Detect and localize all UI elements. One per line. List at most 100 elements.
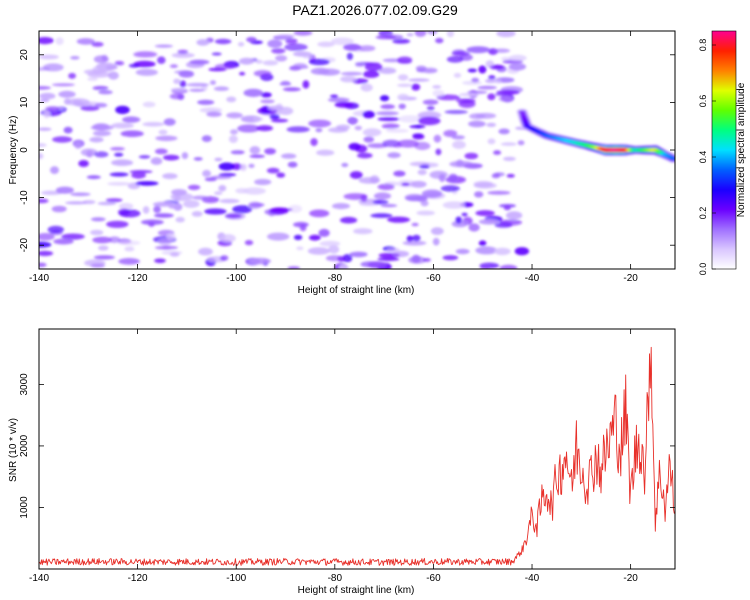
noise-blob [210,80,216,85]
noise-blob [271,48,286,54]
noise-blob [451,50,470,57]
noise-blob [377,117,400,121]
noise-blob [111,122,134,129]
noise-blob [430,227,444,236]
noise-blob [169,252,180,257]
noise-blob [42,63,64,72]
colorbar-tick-label: 0.0 [698,263,708,276]
noise-blob [82,200,96,205]
noise-blob [478,240,487,246]
noise-blob [318,228,330,237]
top-y-tick-label: 10 [19,96,30,108]
noise-blob [415,65,427,72]
noise-blob [392,38,411,44]
noise-blob [477,85,497,90]
noise-blob [105,198,123,203]
noise-blob [248,163,255,168]
ridge-mark [521,117,529,121]
noise-blob [475,246,498,255]
noise-blob [279,82,292,86]
noise-blob [61,233,85,240]
noise-blob [307,247,330,255]
noise-blob [199,107,223,113]
noise-blob [183,200,200,208]
noise-blob [427,31,438,35]
noise-blob [228,135,238,144]
noise-blob [253,70,272,77]
noise-blob [443,129,458,138]
noise-blob [444,110,468,114]
top-y-axis: -20 -10 0 10 20 [19,49,675,252]
noise-blob [148,222,155,228]
noise-blob [293,221,309,228]
noise-blob [451,135,465,140]
noise-blob [218,173,237,177]
noise-blob [271,207,293,212]
noise-blob [45,106,60,112]
noise-blob [419,164,430,169]
noise-blob [432,85,442,89]
noise-blob [118,258,140,265]
noise-blob [248,257,271,265]
noise-blob [191,211,203,217]
noise-blob [39,37,54,45]
ridge-mark [518,110,526,114]
noise-blob [285,38,298,44]
noise-blob [471,77,480,83]
noise-blob [63,126,73,134]
noise-blob [440,185,460,192]
noise-blob [315,128,323,133]
noise-blob [78,160,89,167]
noise-blob [153,205,161,213]
noise-blob [406,235,414,242]
noise-blob [47,225,64,234]
bottom-y-tick-label: 2000 [19,434,30,457]
noise-blob [487,190,511,195]
noise-blob [385,128,409,133]
noise-blob [302,80,310,89]
bottom-x-tick-label: -100 [226,573,246,584]
noise-blob [155,245,178,250]
noise-blob [363,70,380,78]
noise-blob [475,210,495,217]
noise-blob [94,102,108,108]
bottom-x-tick-label: -20 [623,573,638,584]
noise-blob [386,247,400,252]
noise-blob [338,264,349,269]
noise-blob [330,37,354,46]
noise-blob [293,31,313,36]
noise-blob [277,34,295,39]
noise-blob [39,250,54,257]
noise-blob [154,213,174,218]
noise-blob [435,148,442,156]
noise-blob [163,118,176,126]
noise-blob [354,125,362,131]
noise-blob [89,136,104,143]
noise-blob [114,152,124,157]
noise-blob [254,178,272,186]
noise-blob [325,255,343,262]
noise-blob [249,154,265,158]
noise-blob [380,95,390,102]
noise-blob [210,175,232,180]
noise-blob [196,39,210,46]
noise-blob [158,238,172,246]
noise-blob [111,159,134,166]
noise-blob [173,203,183,211]
noise-blob [287,161,298,168]
top-x-tick-label: -60 [426,273,441,284]
noise-blob [122,116,141,123]
top-x-tick-label: -20 [623,273,638,284]
noise-blob [341,162,349,168]
noise-blob [412,133,424,138]
noise-blob [498,128,510,135]
noise-blob [362,128,382,137]
noise-blob [340,216,358,224]
noise-blob [370,213,393,218]
noise-blob [332,203,350,210]
noise-blob [169,64,178,69]
noise-blob [135,68,158,76]
noise-blob [417,111,442,120]
snr-frame [38,328,676,570]
noise-blob [496,31,516,38]
